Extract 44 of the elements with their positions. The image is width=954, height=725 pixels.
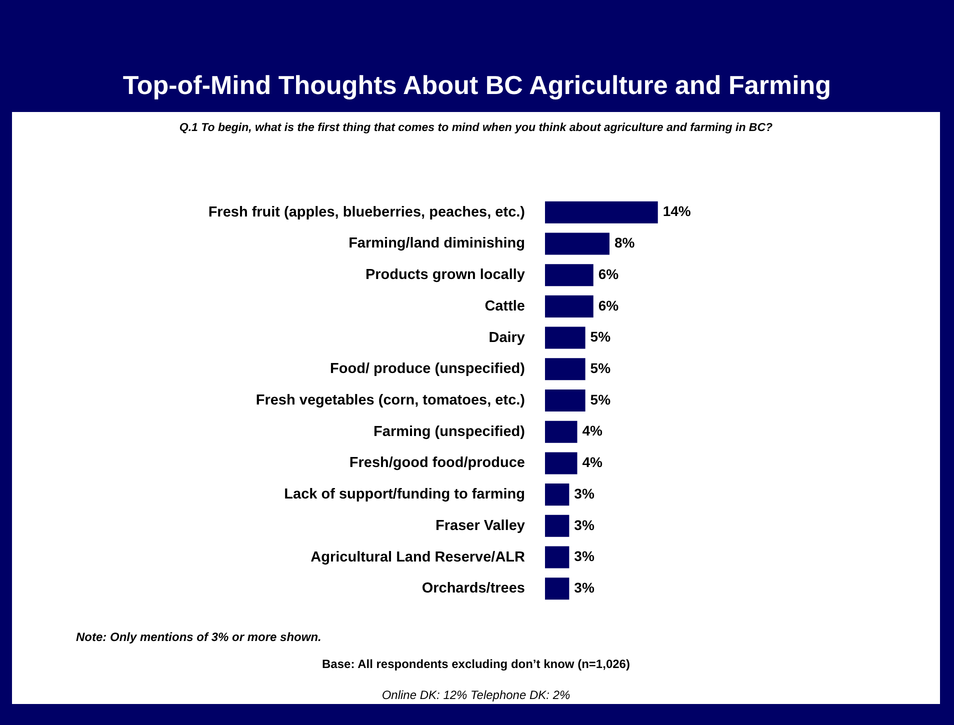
data-label: 4% (582, 454, 604, 470)
bar (545, 389, 586, 412)
data-label: 3% (574, 516, 595, 533)
data-label: 4% (582, 422, 604, 439)
y-tick-label: Fresh vegetables (corn, tomatoes, etc.) (256, 392, 526, 408)
data-label: 6% (598, 266, 620, 282)
y-tick-label: Dairy (488, 330, 525, 346)
bar (545, 546, 570, 568)
y-tick-label: Products grown locally (365, 267, 525, 284)
chart-title: Top-of-Mind Thoughts About BC Agriculture and Farming (122, 70, 832, 101)
data-label: 3% (574, 579, 595, 596)
data-label: 14% (662, 203, 692, 220)
bar (545, 201, 658, 224)
text: Online DK: 12% Telephone DK: 2% (380, 688, 572, 702)
data-label: 3% (574, 548, 595, 564)
y-tick-label: Farming/land diminishing (348, 236, 525, 252)
y-tick-label: Agricultural Land Reserve/ALR (310, 549, 526, 566)
text: Base: All respondents excluding don’t know (n=1,026) (321, 657, 631, 671)
y-tick-label: Fresh fruit (apples, blueberries, peaches, etc.) (208, 204, 526, 220)
bar (545, 326, 586, 349)
bar (545, 452, 578, 474)
y-tick-label: Fraser Valley (436, 518, 525, 534)
bar (545, 514, 570, 537)
text: Note: Only mentions of 3% or more shown. (76, 630, 322, 644)
data-label: 8% (614, 234, 636, 251)
bar (545, 420, 578, 443)
bar (545, 358, 586, 380)
y-tick-label: Food/ produce (unspecified) (330, 361, 526, 378)
y-tick-label: Orchards/trees (422, 580, 525, 597)
chart-subtitle: Q.1 To begin, what is the first thing that comes to mind when you think about agriculture and farming in BC? (178, 122, 774, 134)
data-label: 3% (574, 485, 595, 502)
y-tick-label: Lack of support/funding to farming (284, 486, 525, 503)
data-label: 5% (590, 391, 612, 408)
y-tick-label: Farming (unspecified) (374, 424, 526, 440)
y-tick-label: Fresh/good food/produce (349, 455, 525, 472)
data-label: 5% (590, 360, 612, 376)
bar (545, 264, 594, 286)
bar (545, 232, 610, 255)
data-label: 5% (590, 328, 612, 345)
data-label: 6% (598, 297, 620, 314)
bar (545, 295, 594, 318)
bar (545, 484, 570, 506)
bar (545, 578, 570, 600)
y-tick-label: Cattle (484, 298, 525, 314)
